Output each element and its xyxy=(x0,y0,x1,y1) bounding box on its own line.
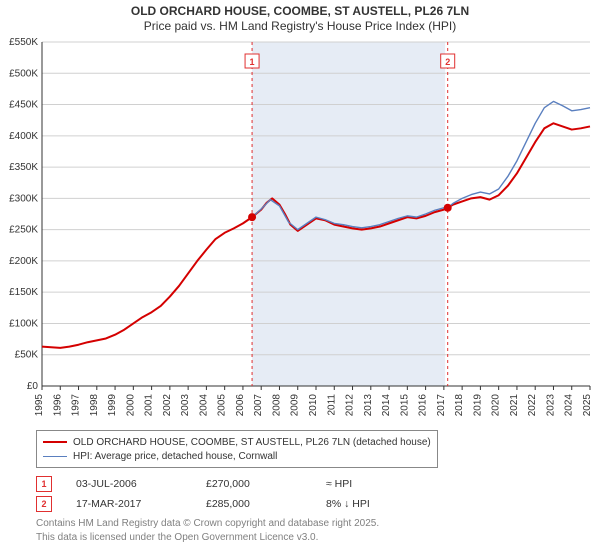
sale-row: 2 17-MAR-2017£285,0008% ↓ HPI xyxy=(36,494,446,514)
svg-text:2004: 2004 xyxy=(198,394,209,417)
svg-text:1995: 1995 xyxy=(34,394,45,417)
sale-date: 03-JUL-2006 xyxy=(76,478,206,490)
svg-text:£50K: £50K xyxy=(15,350,39,361)
svg-text:2016: 2016 xyxy=(418,394,429,417)
svg-text:2015: 2015 xyxy=(399,394,410,417)
svg-text:2014: 2014 xyxy=(381,394,392,417)
legend-label: HPI: Average price, detached house, Corn… xyxy=(73,451,277,462)
chart-title-line2: Price paid vs. HM Land Registry's House … xyxy=(0,19,600,34)
svg-text:2025: 2025 xyxy=(582,394,593,417)
svg-text:2000: 2000 xyxy=(125,394,136,417)
svg-text:£200K: £200K xyxy=(9,256,38,267)
sale-date: 17-MAR-2017 xyxy=(76,498,206,510)
sale-price: £270,000 xyxy=(206,478,326,490)
sale-vs-hpi: ≈ HPI xyxy=(326,478,446,490)
svg-text:£250K: £250K xyxy=(9,225,38,236)
sale-price: £285,000 xyxy=(206,498,326,510)
svg-text:£150K: £150K xyxy=(9,287,38,298)
svg-text:2024: 2024 xyxy=(564,394,575,417)
sale-marker: 2 xyxy=(36,496,52,512)
svg-text:£300K: £300K xyxy=(9,193,38,204)
svg-text:2020: 2020 xyxy=(491,394,502,417)
svg-text:2011: 2011 xyxy=(326,394,337,416)
svg-text:2019: 2019 xyxy=(472,394,483,417)
svg-text:1998: 1998 xyxy=(89,394,100,417)
svg-text:£350K: £350K xyxy=(9,162,38,173)
svg-text:2017: 2017 xyxy=(436,394,447,417)
sale-marker: 1 xyxy=(36,476,52,492)
svg-text:2005: 2005 xyxy=(217,394,228,417)
svg-text:2: 2 xyxy=(445,57,450,67)
svg-text:1: 1 xyxy=(250,57,255,67)
svg-text:2007: 2007 xyxy=(253,394,264,417)
legend-label: OLD ORCHARD HOUSE, COOMBE, ST AUSTELL, P… xyxy=(73,437,431,448)
chart-svg: £0 £50K £100K £150K £200K £250K £300K £350K £400… xyxy=(0,36,600,424)
svg-text:£500K: £500K xyxy=(9,68,38,79)
svg-text:2001: 2001 xyxy=(144,394,155,417)
legend-swatch xyxy=(43,456,67,457)
footer-line2: This data is licensed under the Open Gov… xyxy=(36,532,318,543)
svg-text:£100K: £100K xyxy=(9,318,38,329)
chart-area: £0 £50K £100K £150K £200K £250K £300K £350K £400… xyxy=(0,36,600,424)
svg-text:1997: 1997 xyxy=(71,394,82,417)
svg-text:£400K: £400K xyxy=(9,131,38,142)
legend-item: OLD ORCHARD HOUSE, COOMBE, ST AUSTELL, P… xyxy=(43,435,431,449)
svg-text:2003: 2003 xyxy=(180,394,191,417)
svg-text:2023: 2023 xyxy=(545,394,556,417)
title-block: OLD ORCHARD HOUSE, COOMBE, ST AUSTELL, P… xyxy=(0,0,600,34)
svg-text:2008: 2008 xyxy=(271,394,282,417)
legend-swatch xyxy=(43,441,67,443)
sale-row: 1 03-JUL-2006£270,000≈ HPI xyxy=(36,474,446,494)
footer-line1: Contains HM Land Registry data © Crown c… xyxy=(36,518,379,529)
legend-item: HPI: Average price, detached house, Corn… xyxy=(43,449,431,463)
chart-title-line1: OLD ORCHARD HOUSE, COOMBE, ST AUSTELL, P… xyxy=(0,4,600,19)
legend: OLD ORCHARD HOUSE, COOMBE, ST AUSTELL, P… xyxy=(36,430,438,468)
svg-text:2012: 2012 xyxy=(345,394,356,417)
svg-text:1999: 1999 xyxy=(107,394,118,417)
svg-text:2022: 2022 xyxy=(527,394,538,417)
svg-text:2018: 2018 xyxy=(454,394,465,417)
sales-table: 1 03-JUL-2006£270,000≈ HPI 2 17-MAR-2017£28… xyxy=(36,474,446,514)
svg-text:2002: 2002 xyxy=(162,394,173,417)
svg-text:£550K: £550K xyxy=(9,37,38,48)
svg-text:£450K: £450K xyxy=(9,100,38,111)
svg-text:2009: 2009 xyxy=(290,394,301,417)
chart-container: OLD ORCHARD HOUSE, COOMBE, ST AUSTELL, P… xyxy=(0,0,600,560)
svg-text:£0: £0 xyxy=(27,381,39,392)
svg-text:2006: 2006 xyxy=(235,394,246,417)
svg-text:2013: 2013 xyxy=(363,394,374,417)
svg-text:1996: 1996 xyxy=(52,394,63,417)
svg-text:2010: 2010 xyxy=(308,394,319,417)
svg-text:2021: 2021 xyxy=(509,394,520,417)
sale-vs-hpi: 8% ↓ HPI xyxy=(326,498,446,510)
